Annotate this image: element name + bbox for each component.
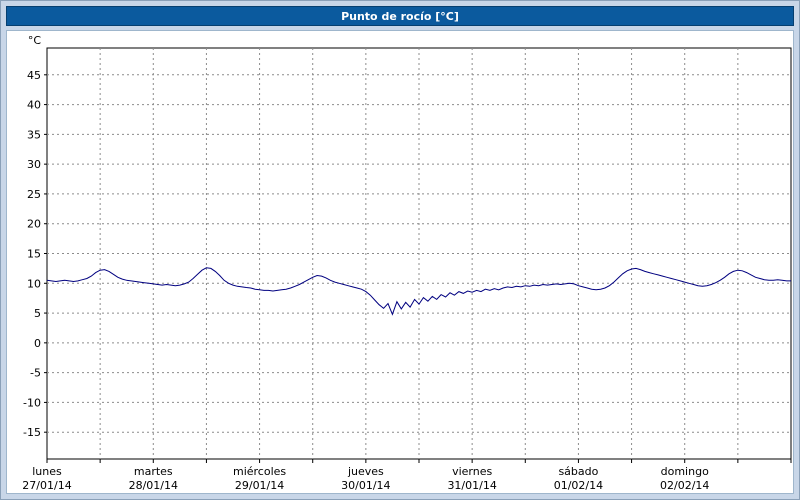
dew-point-chart: 45 40 35 30 25 20 15 10 5 0 -5 -10 -15 °C lunes27/01/1… — [22, 34, 792, 492]
y-tick-label: -5 — [30, 367, 41, 380]
y-tick-label: 25 — [27, 188, 41, 201]
day-name-label: miércoles — [233, 465, 286, 478]
y-tick-label: 0 — [34, 337, 41, 350]
y-tick-label: 20 — [27, 218, 41, 231]
day-date-label: 29/01/14 — [235, 479, 284, 492]
day-date-label: 28/01/14 — [129, 479, 178, 492]
y-tick-label: 45 — [27, 69, 41, 82]
y-axis-unit-label: °C — [28, 34, 42, 47]
y-tick-label: 5 — [34, 307, 41, 320]
y-tick-label: 35 — [27, 128, 41, 141]
chart-panel: 45 40 35 30 25 20 15 10 5 0 -5 -10 -15 °C lunes 27/01/1… — [6, 30, 794, 494]
chart-title: Punto de rocío [°C] — [341, 9, 459, 23]
day-name-label: jueves — [347, 465, 384, 478]
day-date-label: 30/01/14 — [341, 479, 390, 492]
day-name-label: viernes — [452, 465, 492, 478]
y-tick-label: 15 — [27, 248, 41, 261]
dew-point-line — [46, 267, 791, 316]
y-tick-label: -15 — [23, 426, 41, 439]
day-name-label: domingo — [661, 465, 709, 478]
day-name-label: martes — [134, 465, 173, 478]
y-tick-label: -10 — [23, 396, 41, 409]
y-tick-label: 10 — [27, 277, 41, 290]
day-date-label: 31/01/14 — [447, 479, 496, 492]
day-date-label: 01/02/14 — [554, 479, 603, 492]
y-tick-label: 40 — [27, 99, 41, 112]
y-tick-label: 30 — [27, 158, 41, 171]
day-name-label: lunes — [32, 465, 62, 478]
chart-title-bar: Punto de rocío [°C] — [6, 6, 794, 26]
day-date-label: 27/01/14 — [22, 479, 71, 492]
day-name-label: sábado — [558, 465, 598, 478]
day-date-label: 02/02/14 — [660, 479, 709, 492]
